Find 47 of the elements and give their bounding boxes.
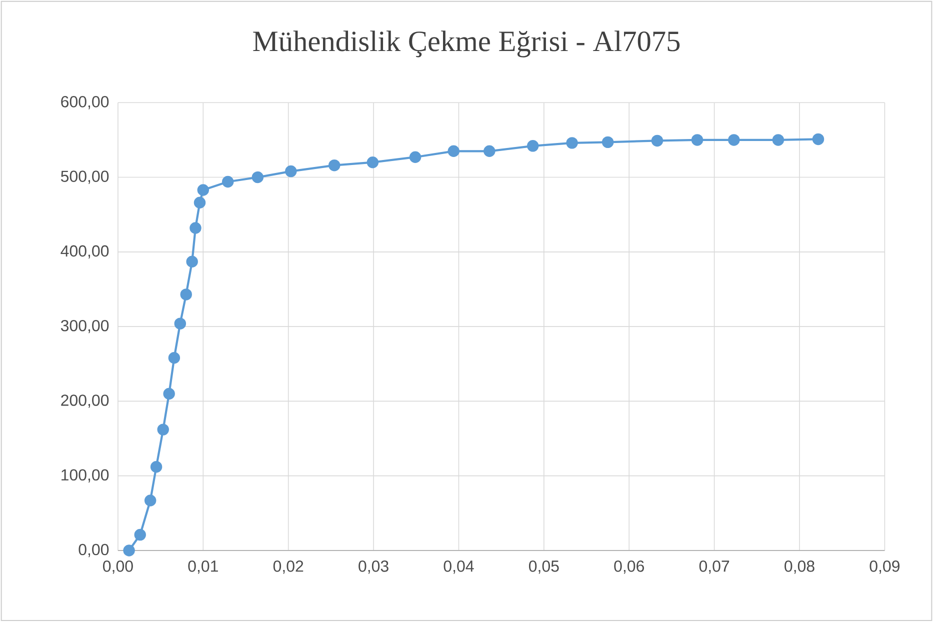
x-tick-label: 0,06 [614, 560, 644, 574]
point [168, 352, 180, 364]
point [123, 544, 135, 556]
x-tick-label: 0,03 [358, 560, 388, 574]
x-tick-label: 0,04 [444, 560, 474, 574]
y-tick-label: 400,00 [60, 245, 109, 259]
x-tick-label: 0,02 [273, 560, 304, 574]
point [812, 133, 824, 146]
point [222, 176, 234, 188]
point [163, 388, 175, 400]
x-tick-label: 0,01 [188, 560, 218, 574]
x-tick-label: 0,07 [699, 560, 730, 574]
point [197, 184, 210, 196]
point [186, 256, 198, 268]
point [484, 145, 496, 158]
point [134, 529, 146, 541]
point [150, 461, 162, 473]
point [328, 160, 340, 172]
y-tick-label: 200,00 [61, 394, 109, 408]
y-tick-label: 0,00 [78, 544, 109, 558]
point [180, 288, 192, 300]
point [409, 151, 422, 164]
point [566, 137, 578, 149]
point [144, 494, 156, 506]
x-tick-label: 0,00 [103, 560, 133, 574]
point [285, 166, 297, 178]
point [366, 156, 379, 168]
point [448, 145, 460, 158]
x-tick-label: 0,08 [784, 560, 814, 574]
point [252, 172, 264, 184]
point [691, 134, 704, 146]
point [194, 196, 206, 209]
chart-title: Mühendislik Çekme Eğrisi - Al7075 [253, 30, 680, 58]
point [651, 134, 664, 147]
point [772, 134, 784, 146]
point [728, 134, 740, 146]
y-tick-label: 100,00 [62, 469, 109, 483]
x-tick-label: 0,05 [528, 560, 559, 574]
point [526, 140, 539, 152]
x-tick-label: 0,09 [870, 560, 900, 574]
point [174, 318, 186, 330]
y-tick-label: 600,00 [61, 96, 109, 110]
point [157, 424, 169, 436]
y-tick-label: 500,00 [60, 170, 109, 184]
point [602, 136, 614, 148]
y-tick-label: 300,00 [60, 320, 109, 334]
point [190, 222, 202, 234]
